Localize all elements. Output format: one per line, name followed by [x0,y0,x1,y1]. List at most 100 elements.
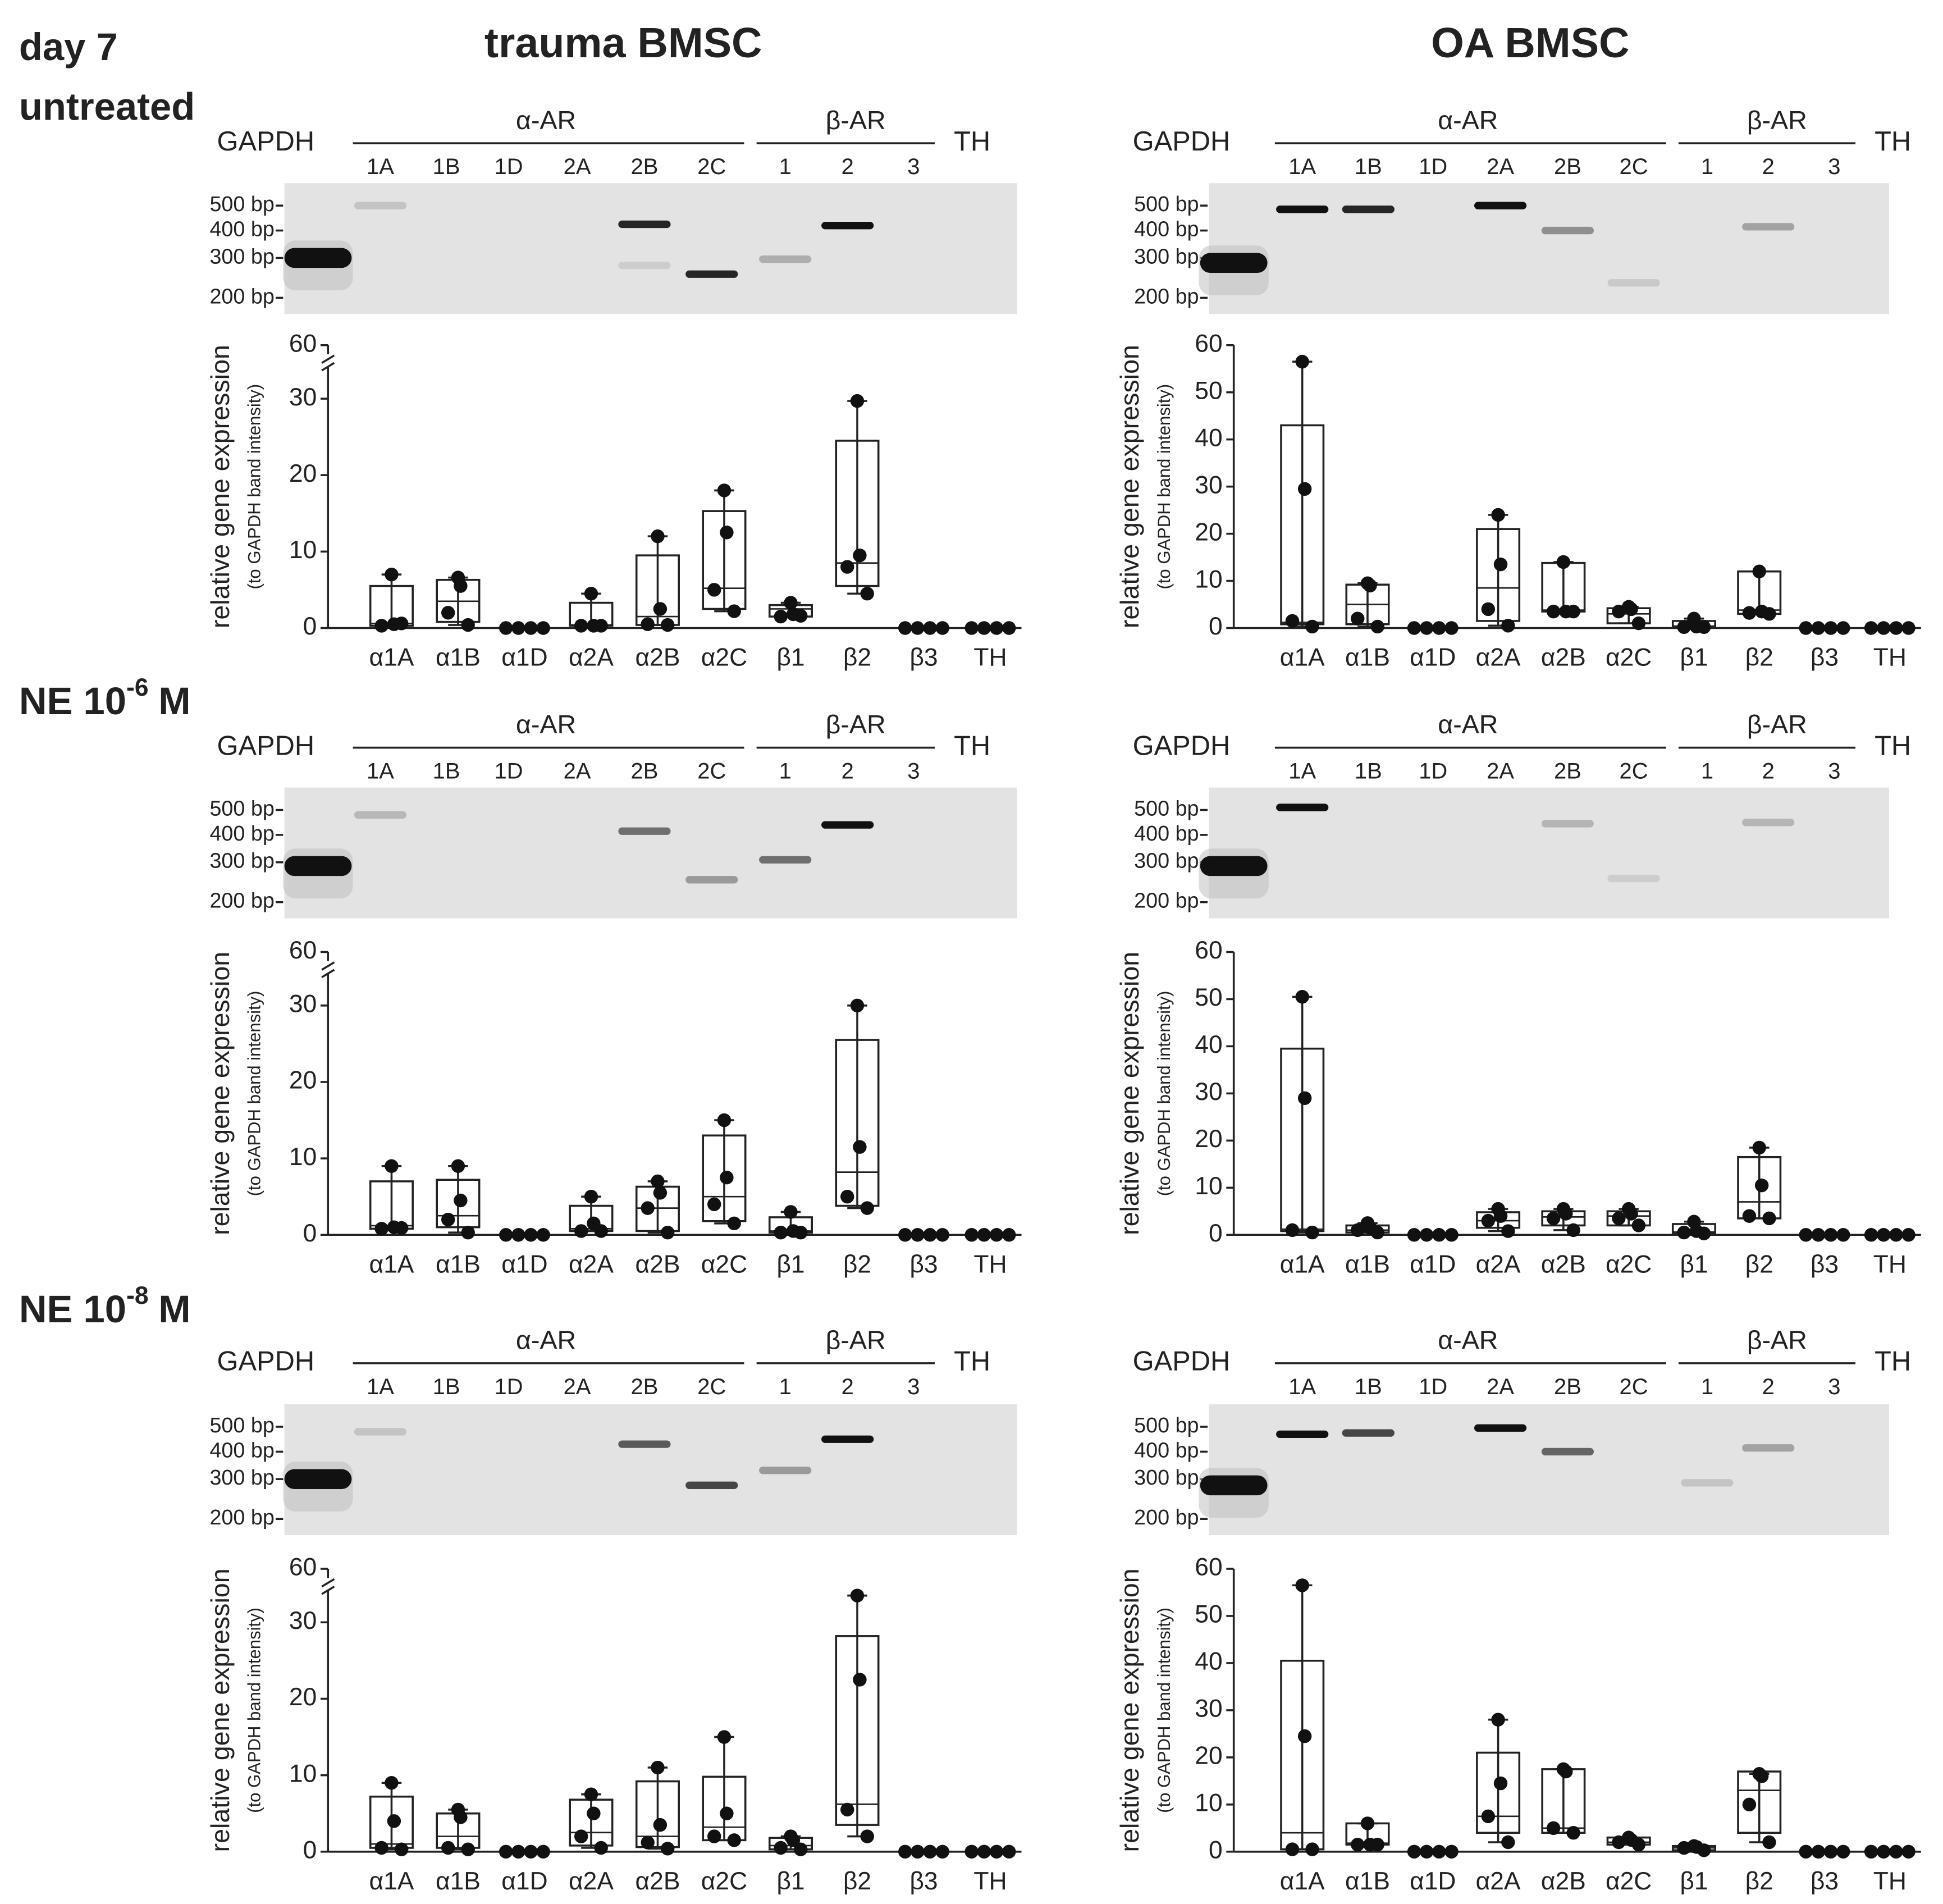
x-tick-label: β3 [909,1250,938,1278]
data-point [651,529,665,544]
data-point [935,621,949,635]
band [1276,803,1329,811]
data-point [1305,1225,1319,1240]
data-point [1407,621,1421,635]
size-label: 500 bp [209,1413,274,1437]
group-label: TH [954,730,990,761]
x-tick-label: β3 [1811,1250,1839,1278]
y-tick-label: 20 [289,1683,317,1711]
x-tick-label: α2C [1606,1250,1652,1278]
lane-label: 1A [367,1375,394,1399]
band [354,1428,407,1436]
data-point [923,621,937,635]
x-tick-label: α2C [701,1868,747,1895]
data-point [1559,1764,1573,1779]
lane-label: 1 [779,154,792,179]
data-point [451,1159,465,1173]
x-tick-label: α1A [1280,644,1325,672]
size-label: 400 bp [209,217,274,241]
x-tick-label: α1D [1410,1250,1456,1278]
gel-marker-label: GAPDH [1133,730,1231,761]
data-point [1864,621,1878,635]
y-axis-note: (to GAPDH band intensity) [1154,384,1174,590]
y-tick-label: 60 [289,1554,317,1581]
data-point [461,618,475,632]
data-point [1811,1844,1826,1859]
data-point [717,1730,732,1744]
data-point [536,621,550,635]
gapdh-band [1200,1475,1268,1496]
data-point [860,587,874,601]
data-point [651,1760,665,1775]
data-point [511,1228,525,1242]
group-label: α-AR [516,1325,576,1354]
data-point [1877,1844,1891,1859]
data-point [653,1818,668,1832]
x-tick-label: α2C [1606,644,1652,672]
data-point [860,1201,874,1215]
y-axis-note: (to GAPDH band intensity) [1154,990,1174,1196]
data-point [1754,1769,1769,1783]
data-point [1295,354,1309,369]
lane-label: 2 [1762,154,1775,179]
box [835,1039,880,1207]
x-tick-label: β1 [776,1250,804,1278]
data-point [1351,1837,1365,1852]
data-point [1762,1211,1776,1226]
data-point [964,1228,979,1242]
data-point [1295,1578,1309,1592]
gapdh-band [284,856,352,876]
x-tick-label: β2 [843,1868,871,1895]
data-point [1501,1224,1515,1238]
data-point [661,618,675,632]
data-point [653,1186,668,1200]
lane-label: 2C [1619,1375,1648,1399]
band [759,255,812,263]
size-label: 500 bp [1134,192,1199,216]
axis-break [321,1586,335,1595]
data-point [1002,621,1016,635]
y-tick-label: 60 [289,937,317,964]
data-point [989,1844,1004,1859]
data-point [1285,1842,1300,1856]
data-point [1305,1842,1319,1856]
data-point [641,1201,655,1215]
data-point [454,579,468,593]
lane-label: 1 [1701,154,1713,179]
data-point [499,1844,513,1859]
data-point [964,621,979,635]
group-label: TH [1875,1346,1911,1377]
lane-label: 1 [1701,1375,1713,1399]
gel-image [1209,183,1889,314]
data-point [1864,1228,1878,1242]
data-point [717,483,732,497]
data-point [1697,1843,1711,1857]
y-tick-label: 0 [1209,1220,1223,1247]
lane-label: 2A [564,1375,591,1399]
data-point [394,1842,409,1856]
y-tick-label: 50 [1195,377,1222,404]
data-point [727,1216,741,1231]
lane-label: 2B [631,1375,659,1399]
data-point [989,621,1004,635]
group-label: β-AR [826,106,886,135]
y-axis-title: relative gene expression [205,952,235,1235]
y-tick-label: 10 [289,1760,317,1787]
data-point [1877,1228,1891,1242]
band [1742,223,1795,231]
band [1342,1429,1395,1437]
data-point [707,1197,721,1212]
lane-label: 2B [1554,759,1581,783]
gel-image [284,787,1017,919]
data-point [1762,607,1776,621]
data-point [587,1806,601,1820]
data-point [720,1170,734,1185]
band [759,856,812,864]
size-label: 300 bp [1134,1465,1199,1489]
size-label: 500 bp [209,796,274,820]
row-label-base: NE 10 [19,679,126,723]
lane-label: 1B [1355,154,1382,179]
group-label: β-AR [1747,710,1807,739]
x-tick-label: α2B [636,644,680,672]
